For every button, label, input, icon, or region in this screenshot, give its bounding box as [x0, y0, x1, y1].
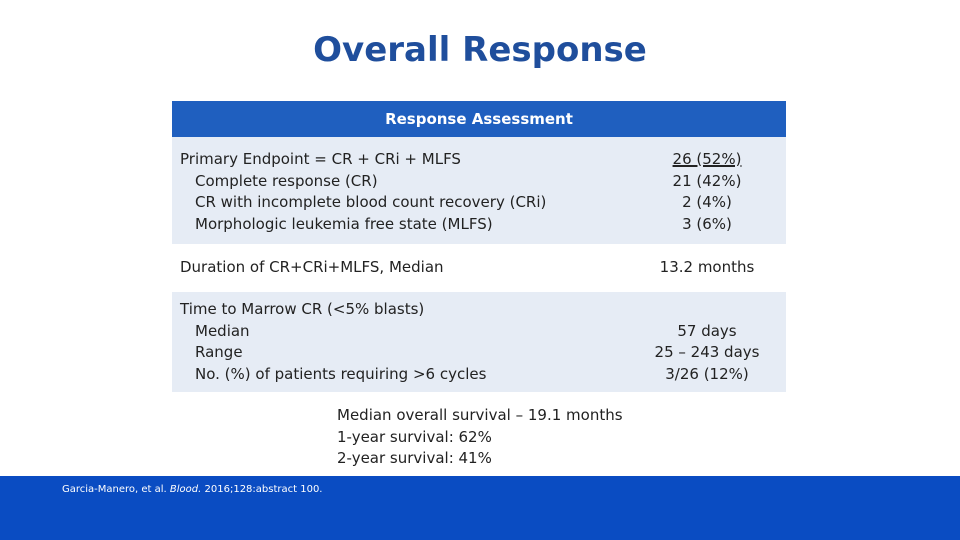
cr-value: 21 (42%): [672, 171, 742, 190]
citation-details: 2016;128:abstract 100.: [201, 484, 323, 495]
cri-label: CR with incomplete blood count recovery …: [195, 193, 547, 211]
median-label: Median: [195, 321, 250, 340]
primary-endpoint-row: Primary Endpoint = CR + CRi + MLFS Compl…: [172, 137, 786, 244]
range-value: 25 – 243 days: [654, 343, 760, 361]
table-header: Response Assessment: [172, 101, 786, 137]
marrow-cr-label: Time to Marrow CR (<5% blasts): [180, 300, 425, 318]
median-value: 57 days: [677, 321, 737, 340]
slide-title: Overall Response: [313, 30, 647, 70]
duration-label: Duration of CR+CRi+MLFS, Median: [180, 258, 444, 277]
mlfs-label: Morphologic leukemia free state (MLFS): [195, 214, 493, 233]
citation-journal: Blood.: [169, 484, 202, 495]
duration-value: 13.2 months: [659, 258, 755, 277]
citation: Garcia-Manero, et al. Blood. 2016;128:ab…: [62, 484, 323, 495]
cycles-label: No. (%) of patients requiring >6 cycles: [195, 364, 487, 383]
range-label: Range: [195, 343, 243, 361]
survival-line: 2-year survival: 41%: [337, 449, 492, 467]
primary-endpoint-label: Primary Endpoint = CR + CRi + MLFS: [180, 150, 461, 168]
mlfs-value: 3 (6%): [682, 214, 732, 233]
cycles-value: 3/26 (12%): [665, 364, 749, 383]
survival-line: Median overall survival – 19.1 months: [337, 406, 623, 424]
marrow-cr-row: Time to Marrow CR (<5% blasts) Median Ra…: [172, 292, 786, 392]
cr-label: Complete response (CR): [195, 171, 378, 190]
survival-summary: Median overall survival – 19.1 months 1-…: [337, 405, 623, 470]
response-table: Response Assessment Primary Endpoint = C…: [172, 101, 786, 392]
survival-line: 1-year survival: 62%: [337, 427, 492, 446]
footer-bar: Garcia-Manero, et al. Blood. 2016;128:ab…: [0, 476, 960, 540]
cri-value: 2 (4%): [682, 193, 732, 211]
primary-endpoint-value: 26 (52%): [672, 150, 742, 168]
duration-row: Duration of CR+CRi+MLFS, Median 13.2 mon…: [172, 244, 786, 292]
citation-authors: Garcia-Manero, et al.: [62, 484, 170, 495]
